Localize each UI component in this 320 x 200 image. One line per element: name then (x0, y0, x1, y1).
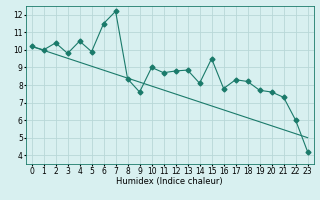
X-axis label: Humidex (Indice chaleur): Humidex (Indice chaleur) (116, 177, 223, 186)
